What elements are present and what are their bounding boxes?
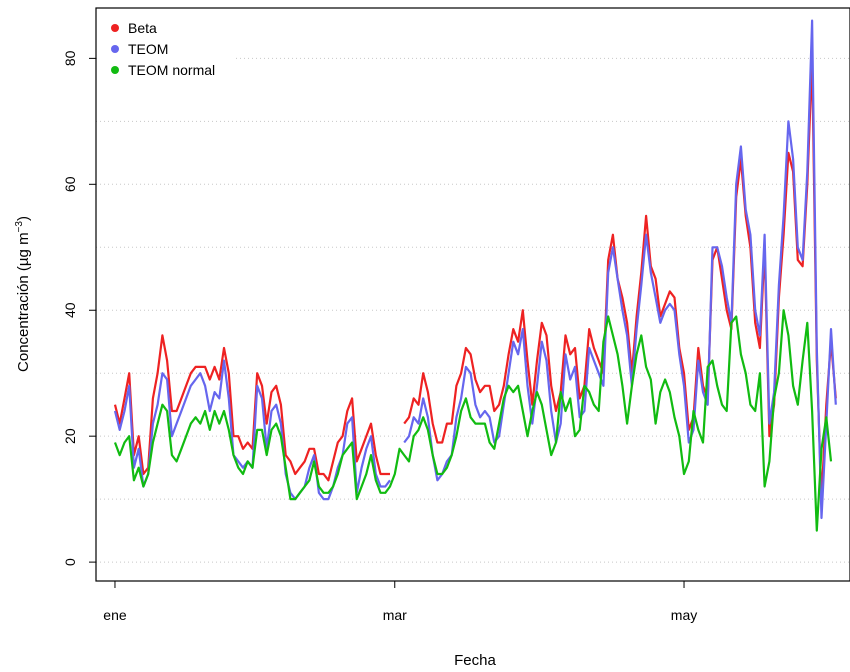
y-axis-title: Concentración (µg m−3) [14, 216, 32, 372]
y-tick-label: 40 [62, 302, 78, 318]
series-layer [113, 19, 837, 532]
legend-label: TEOM [128, 41, 168, 57]
grid-lines [96, 57, 850, 563]
legend: Beta TEOM TEOM normal [97, 9, 235, 101]
legend-box [97, 9, 235, 101]
legend-label: Beta [128, 20, 157, 36]
y-tick-label: 0 [62, 558, 78, 566]
x-axis-title: Fecha [454, 652, 496, 669]
legend-label: TEOM normal [128, 62, 215, 78]
legend-marker [111, 66, 119, 74]
y-tick-label: 60 [62, 176, 78, 192]
legend-marker [111, 24, 119, 32]
series-line-teom-normal [113, 309, 833, 532]
legend-marker [111, 45, 119, 53]
x-tick-label: ene [103, 607, 127, 623]
x-tick-label: may [671, 607, 697, 623]
x-tick-label: mar [383, 607, 407, 623]
y-axis: 0 20 40 60 80 [62, 50, 96, 566]
y-tick-label: 80 [62, 50, 78, 66]
x-axis: ene mar may [103, 580, 697, 623]
series-line-beta [113, 57, 837, 501]
y-tick-label: 20 [62, 428, 78, 444]
